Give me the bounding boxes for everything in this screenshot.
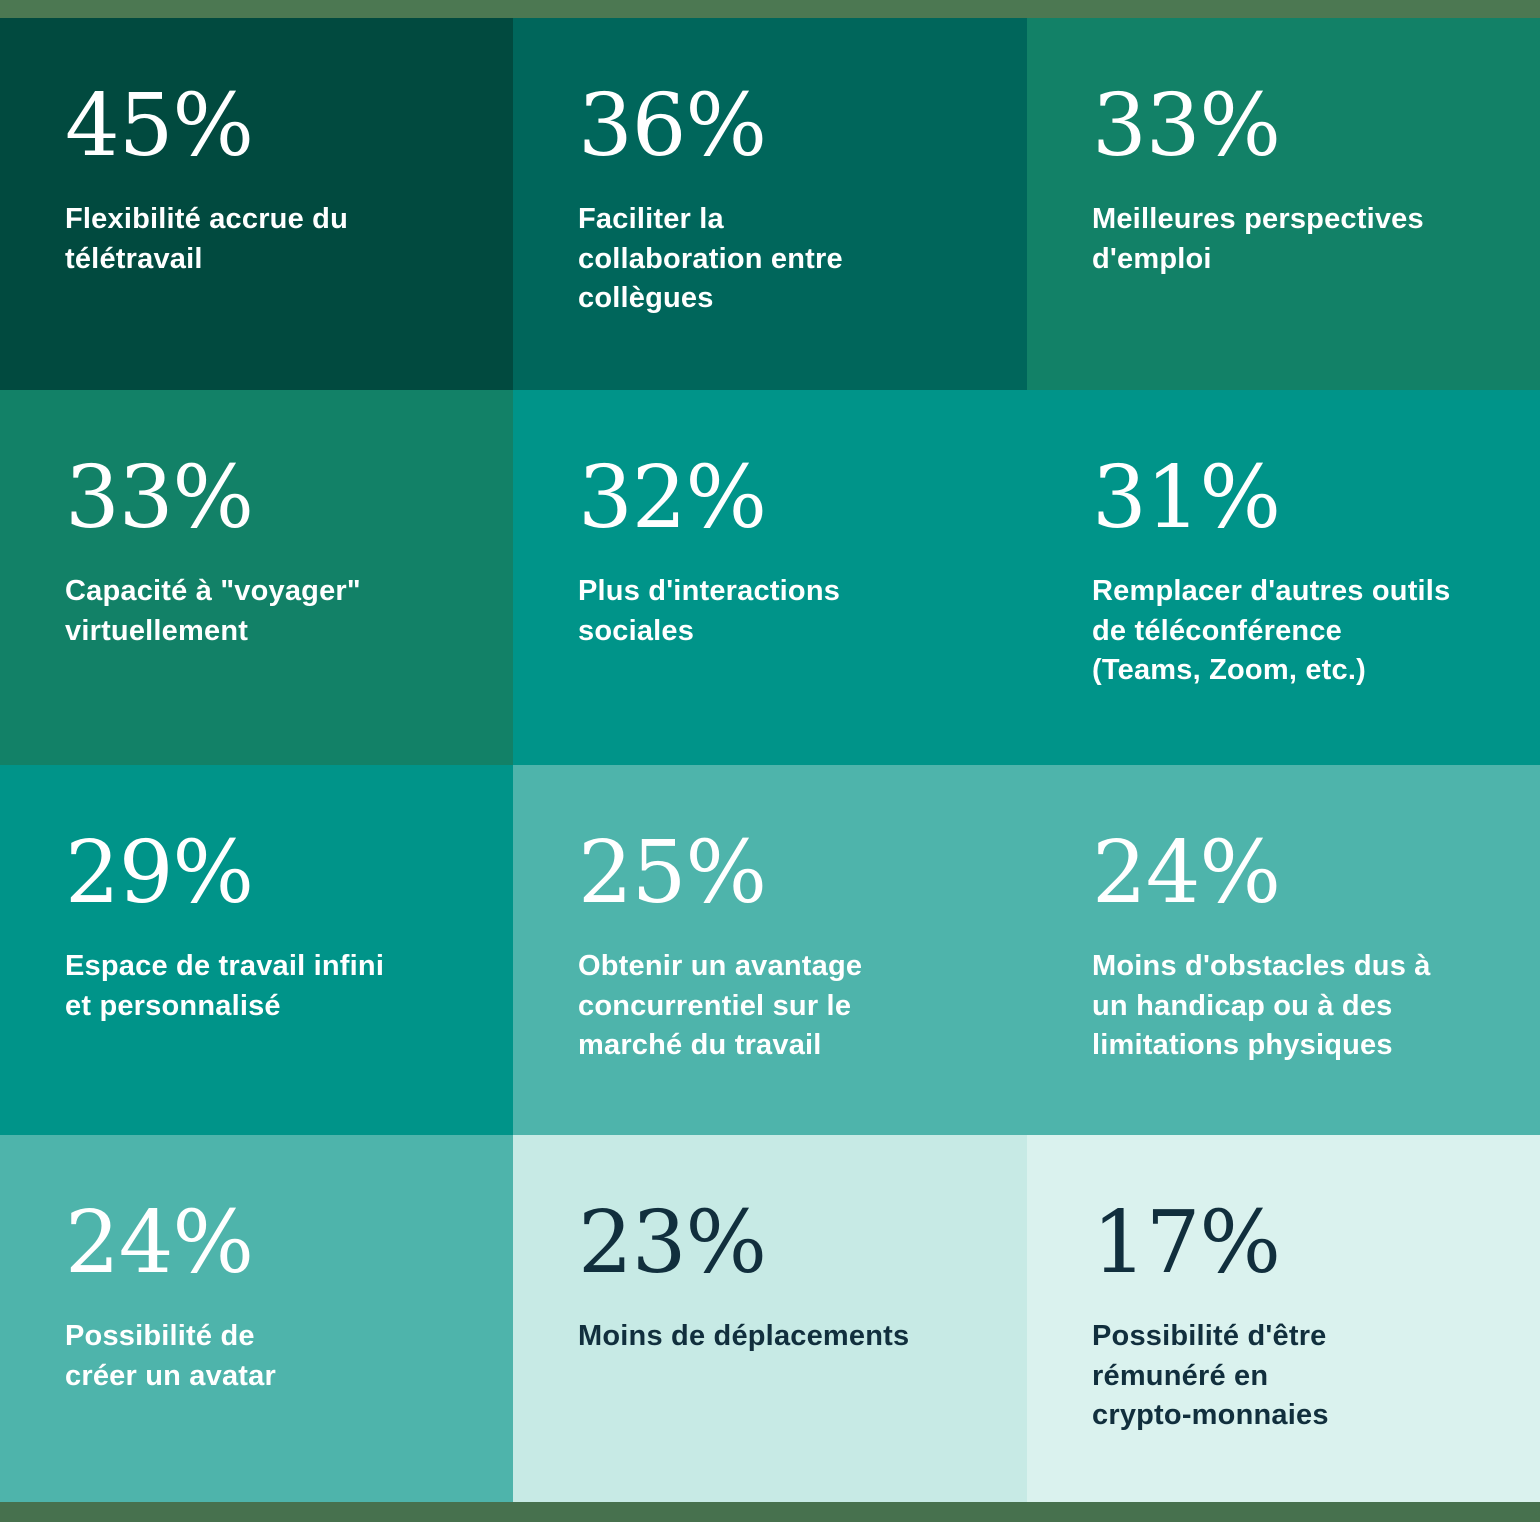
bottom-border-band [0, 1502, 1540, 1522]
stat-value: 45% [65, 76, 254, 176]
stat-label: Flexibilité accrue du télétravail [65, 203, 349, 275]
stat-value: 33% [1092, 76, 1281, 176]
stat-label: Plus d'interactions sociales [578, 575, 841, 647]
stat-label: Capacité à "voyager" virtuellement [65, 575, 361, 647]
stat-tile: 33% Capacité à "voyager" virtuellement [0, 390, 513, 765]
stat-value: 29% [65, 823, 254, 923]
stat-tile: 17% Possibilité d'être rémunéré en crypto-… [1027, 1135, 1540, 1502]
stat-label: Espace de travail infini et personnalisé [65, 950, 385, 1022]
stats-grid: 45% Flexibilité accrue du télétravail 36%… [0, 18, 1540, 1502]
stat-value: 31% [1092, 448, 1281, 548]
stat-label: Moins d'obstacles dus à un handicap ou à … [1092, 950, 1431, 1062]
stat-tile: 24% Moins d'obstacles dus à un handicap o… [1027, 765, 1540, 1135]
stat-tile: 45% Flexibilité accrue du télétravail [0, 18, 513, 390]
stat-label: Meilleures perspectives d'emploi [1092, 203, 1424, 275]
stat-tile: 31% Remplacer d'autres outils de téléconf… [1027, 390, 1540, 765]
stat-tile: 33% Meilleures perspectives d'emploi [1027, 18, 1540, 390]
stat-value: 23% [578, 1193, 767, 1293]
stat-tile: 32% Plus d'interactions sociales [513, 390, 1027, 765]
stat-label: Possibilité de créer un avatar [65, 1320, 276, 1392]
stat-label: Obtenir un avantage concurrentiel sur le m… [578, 950, 863, 1062]
stat-value: 32% [578, 448, 767, 548]
stat-tile: 36% Faciliter la collaboration entre collè… [513, 18, 1027, 390]
top-border-band [0, 0, 1540, 18]
stat-label: Remplacer d'autres outils de téléconféren… [1092, 575, 1451, 687]
stat-value: 24% [65, 1193, 254, 1293]
stat-value: 17% [1092, 1193, 1281, 1293]
stat-value: 36% [578, 76, 767, 176]
stat-value: 24% [1092, 823, 1281, 923]
stat-tile: 23% Moins de déplacements [513, 1135, 1027, 1502]
stat-label: Possibilité d'être rémunéré en crypto-monn… [1092, 1320, 1329, 1432]
stat-tile: 25% Obtenir un avantage concurrentiel sur… [513, 765, 1027, 1135]
stat-tile: 24% Possibilité de créer un avatar [0, 1135, 513, 1502]
stat-tile: 29% Espace de travail infini et personnal… [0, 765, 513, 1135]
stat-label: Moins de déplacements [578, 1320, 910, 1353]
stat-value: 33% [65, 448, 254, 548]
stat-value: 25% [578, 823, 767, 923]
stat-label: Faciliter la collaboration entre collègues [578, 203, 843, 315]
